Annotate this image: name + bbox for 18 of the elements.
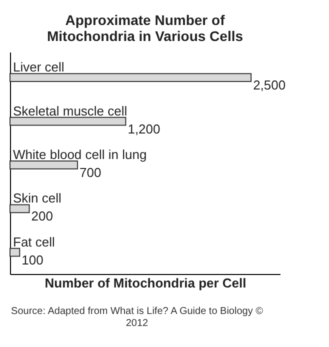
data-label: 700 [80,164,102,180]
data-label: 200 [31,208,53,224]
data-label: 100 [22,252,44,268]
y-tick-label: Liver cell [13,60,64,75]
data-label: 2,500 [253,78,286,93]
bar [10,248,20,257]
bar [10,160,78,170]
y-tick-label: Fat cell [13,234,56,250]
bar [10,116,126,126]
x-axis-title: Number of Mitochondria per Cell [44,276,246,290]
source-note: Source: Adapted from What is Life? A Guide to Biology © 2012 [11,306,264,329]
bar [10,73,252,82]
y-tick-label: White blood cell in lung [13,146,147,162]
chart-title: Approximate Number of Mitochondria in Various Cells [46,12,244,44]
y-tick-label: Skin cell [13,190,62,206]
data-label: 1,200 [128,121,160,136]
y-tick-label: Skeletal muscle cell [13,103,128,118]
bar [10,204,30,214]
